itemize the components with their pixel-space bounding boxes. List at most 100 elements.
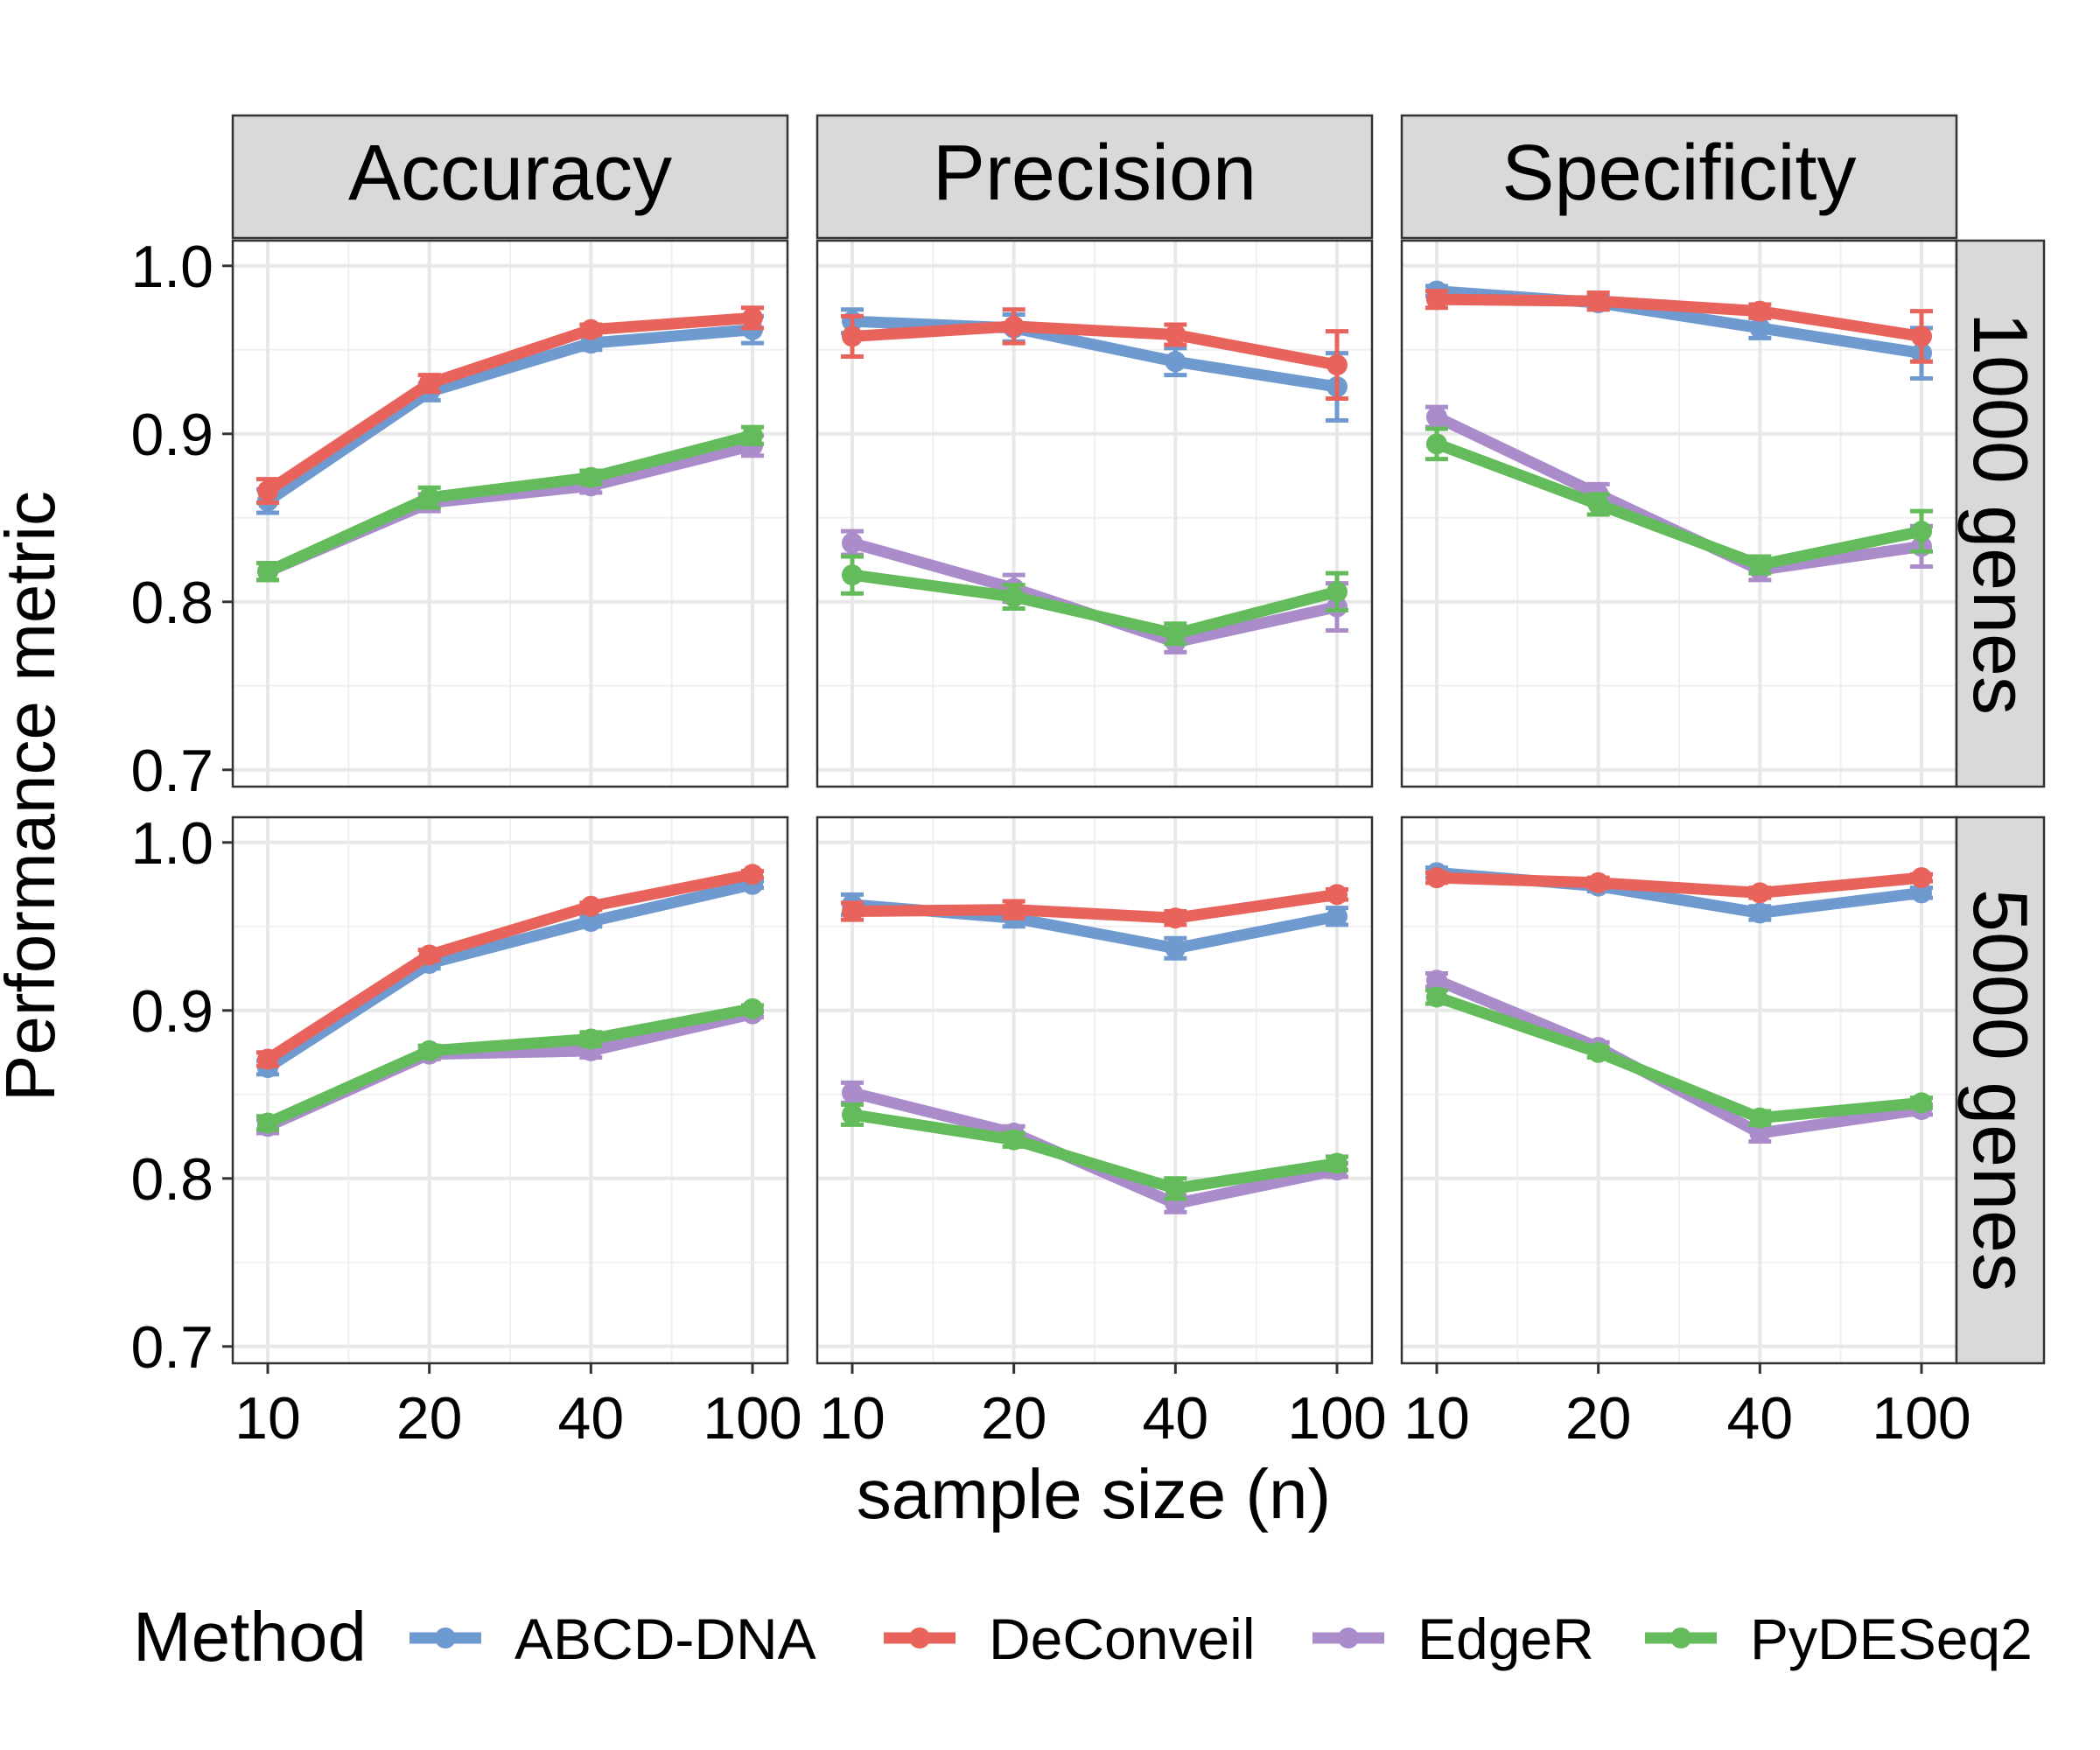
data-point bbox=[1426, 406, 1447, 428]
panel-r1-c2: 10 20 40 100 bbox=[1400, 816, 1971, 1452]
series-line bbox=[1434, 991, 1922, 1124]
series-line bbox=[1434, 438, 1923, 571]
data-point bbox=[1326, 581, 1348, 603]
data-point bbox=[257, 561, 278, 583]
series-line bbox=[264, 878, 754, 1073]
data-point bbox=[1165, 324, 1186, 346]
data-point bbox=[1911, 521, 1932, 542]
y-tick-label: 0.7 bbox=[130, 1314, 214, 1381]
x-tick-label: 10 bbox=[819, 1385, 886, 1452]
data-point bbox=[742, 424, 763, 446]
data-point bbox=[1911, 867, 1932, 889]
data-point bbox=[418, 373, 440, 395]
series-deconveil bbox=[1425, 289, 1933, 364]
data-point bbox=[1911, 326, 1932, 347]
data-point bbox=[418, 1040, 440, 1061]
data-point bbox=[1326, 884, 1348, 906]
data-point bbox=[742, 998, 763, 1019]
data-point bbox=[1165, 351, 1186, 373]
data-point bbox=[1426, 433, 1447, 455]
data-point bbox=[257, 1048, 278, 1070]
data-point bbox=[1165, 623, 1186, 645]
data-point bbox=[842, 900, 863, 922]
series-line bbox=[264, 312, 753, 496]
facet-row-label: 1000 genes bbox=[1957, 312, 2044, 715]
data-point bbox=[1003, 586, 1025, 608]
x-tick-label: 10 bbox=[234, 1385, 301, 1452]
series-line bbox=[264, 868, 754, 1064]
series-pydeseq2 bbox=[1425, 426, 1933, 576]
facet-strip-precision bbox=[816, 114, 1374, 240]
data-point bbox=[1587, 872, 1609, 893]
facet-row-label: 5000 genes bbox=[1957, 889, 2044, 1292]
legend-key-point bbox=[1670, 1628, 1691, 1648]
data-point bbox=[742, 307, 763, 329]
y-tick-label: 0.8 bbox=[130, 570, 214, 636]
data-point bbox=[842, 564, 863, 586]
y-tick-label: 0.9 bbox=[130, 402, 214, 468]
data-point bbox=[1426, 867, 1447, 889]
series-line bbox=[851, 569, 1339, 640]
series-line bbox=[264, 324, 753, 506]
series-line bbox=[1436, 293, 1923, 342]
series-deconveil bbox=[1425, 867, 1933, 904]
panel-border bbox=[816, 239, 1374, 788]
data-point bbox=[1003, 315, 1025, 337]
facet-strip-accuracy bbox=[231, 114, 789, 240]
data-point bbox=[1587, 494, 1609, 515]
x-tick-label: 100 bbox=[703, 1385, 802, 1452]
data-point bbox=[1426, 986, 1447, 1008]
series-pydeseq2 bbox=[1425, 986, 1933, 1129]
legend-key-point bbox=[1338, 1628, 1359, 1648]
panel-r0-c2 bbox=[1400, 239, 1958, 788]
x-tick-label: 10 bbox=[1404, 1385, 1470, 1452]
x-tick-label: 100 bbox=[1872, 1385, 1970, 1452]
data-point bbox=[842, 532, 863, 554]
facet-column-label: Specificity bbox=[1502, 130, 1856, 217]
facet-strip-specificity bbox=[1400, 114, 1958, 240]
data-point bbox=[1003, 1129, 1025, 1151]
series-pydeseq2 bbox=[256, 998, 764, 1134]
series-line bbox=[265, 430, 754, 578]
data-point bbox=[1165, 937, 1186, 959]
data-point bbox=[1326, 1152, 1348, 1174]
x-tick-label: 20 bbox=[396, 1385, 463, 1452]
data-point bbox=[1911, 882, 1932, 904]
panel-border bbox=[816, 816, 1374, 1365]
series-deconveil bbox=[841, 884, 1348, 929]
data-point bbox=[1749, 882, 1771, 904]
data-point bbox=[1165, 1178, 1186, 1200]
data-point bbox=[1749, 902, 1771, 924]
data-point bbox=[1749, 317, 1771, 339]
data-point bbox=[842, 1082, 863, 1103]
data-point bbox=[1749, 300, 1771, 322]
legend-label-abcd-dna: ABCD-DNA bbox=[514, 1606, 816, 1671]
data-point bbox=[1749, 1122, 1771, 1144]
legend: Method ABCD-DNA DeConveil EdgeR PyDESeq2 bbox=[133, 1598, 2033, 1676]
series-line bbox=[850, 1109, 1339, 1194]
series-pydeseq2 bbox=[256, 424, 764, 583]
data-point bbox=[257, 1112, 278, 1134]
data-point bbox=[842, 1103, 863, 1125]
y-tick-label: 1.0 bbox=[130, 234, 214, 300]
legend-title: Method bbox=[133, 1598, 367, 1676]
legend-label-deconveil: DeConveil bbox=[989, 1606, 1255, 1671]
series-line bbox=[851, 888, 1338, 924]
panel-border bbox=[231, 239, 789, 788]
legend-label-pydeseq2: PyDESeq2 bbox=[1750, 1606, 2033, 1671]
data-point bbox=[1426, 970, 1447, 991]
series-pydeseq2 bbox=[841, 554, 1348, 647]
facet-strip-row-1 bbox=[1955, 816, 2046, 1365]
y-tick-label: 1.0 bbox=[130, 810, 214, 877]
series-line bbox=[851, 320, 1339, 371]
panel-r0-c1 bbox=[816, 239, 1374, 788]
data-point bbox=[1003, 899, 1025, 920]
series-line bbox=[1436, 872, 1922, 899]
facet-strip-row-0 bbox=[1955, 239, 2046, 788]
data-point bbox=[1749, 554, 1771, 576]
data-point bbox=[742, 864, 763, 886]
panel-r1-c0: 0.7 0.8 0.9 1.0 10 20 40 100 bbox=[130, 810, 802, 1452]
series-deconveil bbox=[256, 305, 764, 506]
legend-key-point bbox=[435, 1628, 456, 1648]
data-point bbox=[1587, 1041, 1609, 1063]
